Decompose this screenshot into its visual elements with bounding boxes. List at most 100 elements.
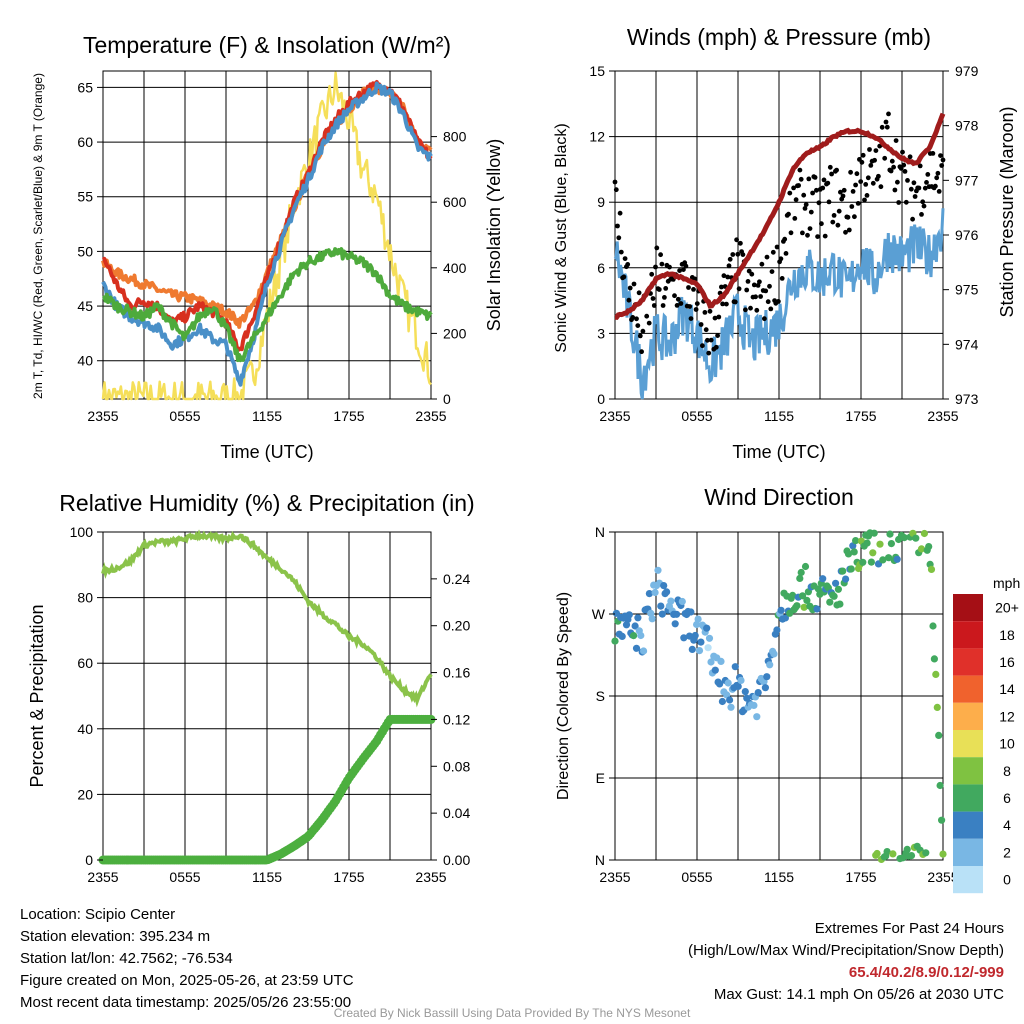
gust-point — [640, 328, 646, 334]
gust-point — [863, 182, 869, 187]
direction-point — [663, 588, 671, 596]
legend-label: 12 — [999, 708, 1015, 724]
direction-point — [932, 670, 940, 679]
legend-label: 6 — [1003, 790, 1011, 806]
x-tick-label: 2355 — [415, 408, 446, 424]
direction-point — [651, 588, 659, 597]
x-tick-label: 2355 — [415, 869, 446, 885]
temperature-ylabel2: Solar Insolation (Yellow) — [484, 139, 504, 331]
x-tick-label: 1755 — [845, 869, 876, 885]
gust-point — [859, 159, 865, 165]
direction-point — [667, 597, 675, 605]
station-info: Location: Scipio Center Station elevatio… — [20, 904, 354, 1014]
gust-point — [732, 299, 738, 305]
gust-point — [662, 295, 667, 300]
gust-point — [734, 237, 739, 243]
gust-point — [896, 200, 902, 205]
gust-point — [634, 316, 639, 322]
direction-point — [832, 579, 840, 587]
gust-point — [683, 263, 689, 269]
gust-point — [758, 294, 763, 299]
legend-swatch — [953, 621, 983, 649]
gust-point — [762, 316, 767, 322]
y-tick-label: 0 — [85, 852, 93, 868]
gust-point — [764, 254, 770, 260]
y2-tick-label: 0.00 — [443, 852, 470, 868]
legend-label: 0 — [1003, 872, 1011, 888]
gust-point — [938, 153, 943, 159]
gust-point — [917, 163, 923, 169]
y2-tick-label: 975 — [955, 282, 979, 298]
direction-point — [925, 543, 933, 551]
gust-point — [835, 222, 841, 228]
legend-swatch — [953, 648, 983, 676]
direction-point — [658, 610, 666, 618]
gust-point — [639, 349, 644, 355]
gust-point — [867, 147, 872, 152]
y-tick-label: 50 — [77, 243, 93, 259]
gust-point — [688, 316, 694, 321]
gust-point — [769, 269, 775, 274]
direction-point — [753, 713, 761, 721]
gust-point — [901, 162, 907, 168]
gust-point — [691, 287, 696, 292]
speed-legend: mph 20+ 18 16 14 12 10 8 6 4 2 0 — [953, 575, 1020, 894]
direction-point — [929, 622, 937, 630]
gust-point — [755, 283, 761, 288]
gust-point — [636, 290, 642, 296]
direction-point — [885, 554, 893, 562]
direction-point — [799, 592, 807, 600]
direction-point — [893, 555, 901, 563]
humidity-title: Relative Humidity (%) & Precipitation (i… — [59, 490, 474, 516]
direction-point — [724, 679, 732, 687]
gust-point — [858, 179, 864, 185]
gust-point — [767, 283, 772, 289]
direction-point — [726, 696, 734, 704]
gust-point — [940, 157, 946, 163]
direction-point — [687, 608, 695, 616]
direction-point — [711, 666, 719, 674]
direction-point — [654, 566, 662, 574]
direction-point — [830, 592, 838, 600]
gust-point — [924, 180, 929, 185]
gust-point — [627, 285, 633, 291]
series-line-relative-humidity — [101, 529, 433, 708]
series-line-sonic-wind — [613, 208, 945, 400]
legend-swatch — [953, 675, 983, 703]
gust-point — [878, 184, 884, 190]
y-tick-label: 60 — [77, 134, 93, 150]
direction-point — [927, 565, 936, 574]
y-tick-label: 100 — [70, 524, 94, 540]
gust-point — [738, 240, 743, 246]
y-tick-label: 60 — [77, 655, 93, 671]
direction-point — [938, 816, 946, 824]
gust-point — [735, 251, 741, 257]
x-tick-label: 1155 — [252, 408, 282, 424]
gust-point — [770, 249, 776, 255]
gust-point — [730, 252, 736, 257]
humidity-panel: 2355 0555 1155 1755 23550204060801000.000.04… — [27, 490, 475, 885]
figure-created: Figure created on Mon, 2025-05-26, at 23… — [20, 972, 354, 989]
gust-point — [831, 213, 837, 218]
gust-point — [705, 337, 710, 343]
y-tick-label: 20 — [77, 786, 93, 802]
direction-point — [717, 657, 725, 666]
gust-point — [819, 221, 824, 227]
gust-point — [895, 179, 900, 185]
direction-point — [836, 600, 844, 608]
gust-point — [888, 168, 894, 174]
x-tick-label: 1755 — [845, 408, 876, 424]
direction-point — [930, 655, 939, 663]
direction-point — [634, 614, 642, 622]
x-tick-label: 1155 — [764, 408, 794, 424]
station-elevation: Station elevation: 395.234 m — [20, 928, 211, 945]
gust-point — [751, 282, 757, 288]
gust-point — [930, 151, 936, 156]
direction-point — [883, 848, 891, 856]
x-tick-label: 0555 — [681, 408, 712, 424]
direction-point — [694, 615, 702, 623]
legend-swatch — [953, 757, 983, 785]
direction-point — [766, 661, 774, 669]
y-tick-label: N — [595, 852, 605, 868]
gust-point — [720, 301, 725, 307]
